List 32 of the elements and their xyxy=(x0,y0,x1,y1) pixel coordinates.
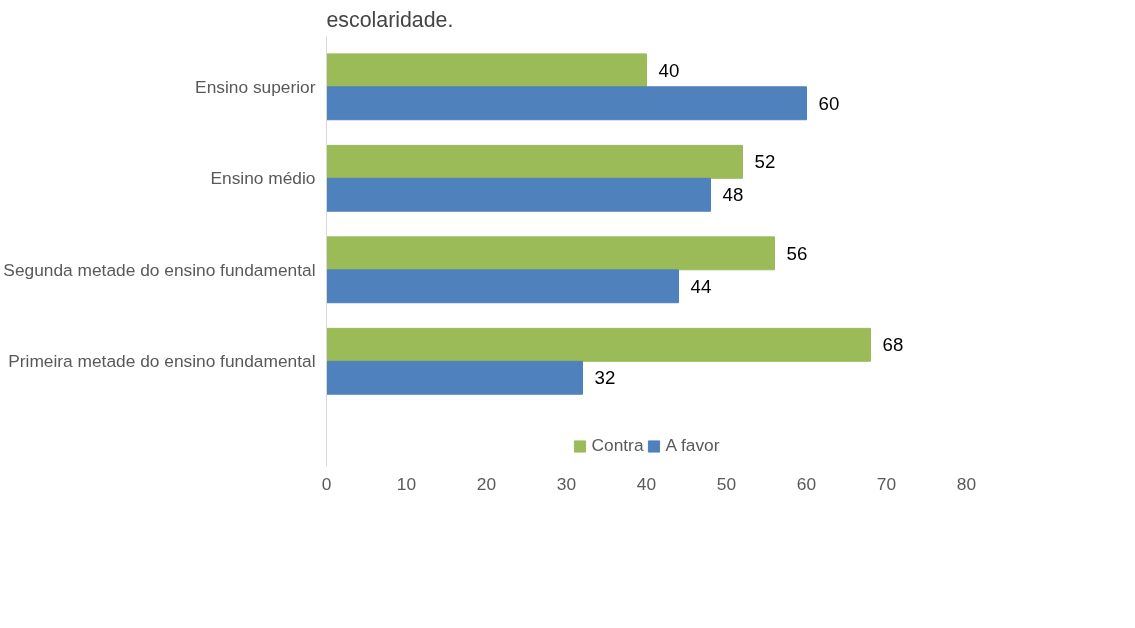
x-tick-label: 0 xyxy=(321,473,332,494)
bar xyxy=(326,327,871,362)
data-label: 48 xyxy=(722,184,744,206)
data-label: 68 xyxy=(882,334,904,356)
data-label: 60 xyxy=(818,92,840,114)
x-tick-label: 20 xyxy=(476,473,497,494)
bar xyxy=(326,269,679,304)
bar xyxy=(326,236,775,271)
legend-label: A favor xyxy=(665,435,720,456)
x-tick-label: 70 xyxy=(876,473,897,494)
x-tick-label: 80 xyxy=(956,473,977,494)
bar xyxy=(326,144,743,179)
chart-title: escolaridade. xyxy=(326,7,454,32)
y-tick-label: Ensino superior xyxy=(195,76,316,97)
y-tick-label: Ensino médio xyxy=(210,168,316,189)
x-tick-label: 50 xyxy=(716,473,737,494)
data-label: 32 xyxy=(594,367,616,389)
bar xyxy=(326,360,583,395)
data-label: 44 xyxy=(690,275,712,297)
legend-label: Contra xyxy=(591,435,644,456)
data-label: 56 xyxy=(786,242,808,264)
x-tick-label: 30 xyxy=(556,473,577,494)
bar xyxy=(326,53,647,88)
data-label: 40 xyxy=(658,59,680,81)
x-tick-label: 10 xyxy=(396,473,417,494)
y-tick-label: Primeira metade do ensino fundamental xyxy=(8,351,316,372)
bar xyxy=(326,86,807,121)
data-label: 52 xyxy=(754,151,776,173)
y-tick-label: Segunda metade do ensino fundamental xyxy=(3,259,316,280)
bar xyxy=(326,177,711,212)
x-tick-label: 40 xyxy=(636,473,657,494)
x-tick-label: 60 xyxy=(796,473,817,494)
